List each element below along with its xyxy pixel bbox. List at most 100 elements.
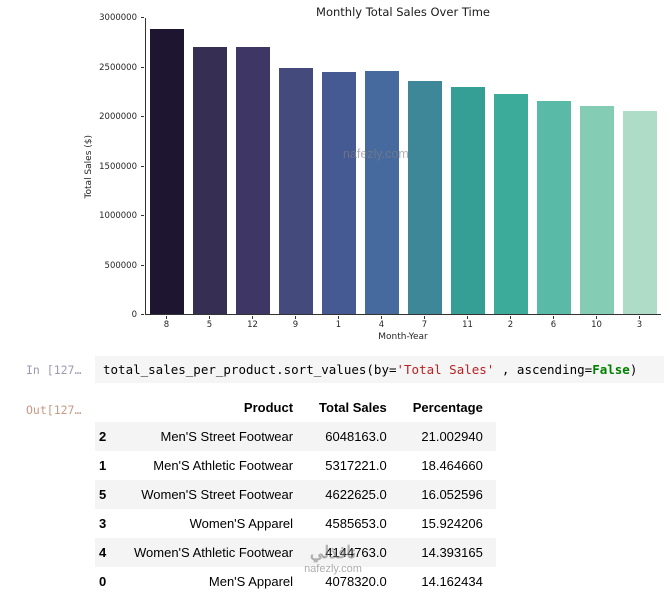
bar-slot: [489, 18, 532, 314]
x-tick-label: 1: [335, 320, 342, 330]
bar-month-1: [322, 72, 357, 314]
x-tick: 4: [360, 316, 403, 330]
bar-month-11: [450, 87, 485, 314]
x-tick: 3: [618, 316, 661, 330]
bar-slot: [618, 18, 661, 314]
x-tick: 6: [532, 316, 575, 330]
x-tick-label: 5: [206, 320, 213, 330]
code-text: total_sales_per_product.sort_values(by=: [103, 362, 397, 377]
row-index: 4: [99, 545, 107, 560]
cell-percentage: 21.002940: [421, 429, 483, 444]
y-tick-label: 1500000: [99, 161, 137, 172]
bar-month-5: [193, 46, 228, 314]
y-tick-label: 0: [131, 310, 137, 320]
tick-mark: [596, 316, 597, 319]
row-index: 1: [99, 458, 107, 473]
tick-mark: [424, 316, 425, 319]
x-tick: 8: [145, 316, 188, 330]
table-row: 3 Women'S Apparel 4585653.0 15.924206: [95, 509, 496, 538]
output-cell: Out[127… Product Total Sales Percentage …: [0, 391, 670, 596]
y-tick-label: 2000000: [99, 112, 137, 122]
bar-month-12: [236, 46, 271, 314]
header-row: Product Total Sales Percentage: [95, 393, 496, 422]
bar-month-4: [365, 71, 400, 314]
tick-mark: [141, 264, 144, 266]
x-tick-label: 10: [591, 320, 602, 330]
y-tick-label: 2500000: [99, 62, 137, 73]
code-keyword: False: [592, 362, 630, 377]
tick-mark: [141, 17, 144, 18]
cell-total-sales: 5317221.0: [325, 458, 387, 473]
bar-slot: [146, 18, 189, 314]
bar-month-2: [493, 94, 528, 314]
cell-total-sales: 6048163.0: [325, 429, 387, 444]
in-prompt: In [127…: [26, 363, 82, 377]
y-tick-label: 500000: [104, 260, 137, 271]
chart-title: Monthly Total Sales Over Time: [316, 5, 490, 19]
cell-product: Women'S Apparel: [189, 516, 294, 531]
tick-mark: [141, 66, 144, 68]
bar-month-9: [279, 68, 314, 314]
dataframe-header: Product Total Sales Percentage: [95, 393, 496, 422]
y-tick-label: 3000000: [99, 13, 137, 23]
plot-area: [145, 18, 661, 315]
x-tick: 5: [188, 316, 231, 330]
tick-mark: [141, 116, 144, 117]
x-tick: 10: [575, 316, 618, 330]
cell-percentage: 18.464660: [421, 458, 483, 473]
tick-mark: [338, 316, 339, 319]
bar-slot: [318, 18, 361, 314]
column-header-product: Product: [243, 400, 294, 415]
watermark-text: nafezly.com: [343, 147, 409, 161]
tick-mark: [510, 316, 511, 319]
bar-slot: [275, 18, 318, 314]
column-header-percentage: Percentage: [412, 400, 483, 415]
x-axis-ticks: 8 5 12 9 1 4 7 11 2 6 10 3: [145, 316, 661, 330]
tick-mark: [141, 314, 144, 315]
table-row: 5 Women'S Street Footwear 4622625.0 16.0525…: [95, 480, 496, 509]
dataframe-body: 2 Men'S Street Footwear 6048163.0 21.002940…: [95, 422, 496, 596]
x-tick-label: 9: [292, 320, 299, 330]
cell-product: Men'S Apparel: [208, 574, 294, 589]
x-tick-label: 11: [462, 320, 473, 330]
x-tick-label: 6: [550, 320, 557, 330]
row-index: 2: [99, 429, 107, 444]
y-axis: 0 500000 1000000 1500000 2000000 2500000 30000…: [0, 13, 145, 320]
bar-month-7: [407, 81, 442, 314]
row-index: 3: [99, 516, 107, 531]
cell-total-sales: 4622625.0: [325, 487, 387, 502]
x-tick-label: 12: [247, 320, 258, 330]
x-tick-label: 3: [636, 320, 643, 330]
cell-percentage: 14.393165: [421, 545, 483, 560]
x-tick: 12: [231, 316, 274, 330]
x-tick-label: 7: [421, 320, 428, 330]
cell-total-sales: 4144763.0: [325, 545, 387, 560]
cell-total-sales: 4585653.0: [325, 516, 387, 531]
column-header-total-sales: Total Sales: [319, 400, 387, 415]
out-prompt: Out[127…: [26, 403, 82, 417]
code-text: ): [629, 362, 638, 377]
tick-mark: [639, 316, 640, 319]
bar-chart: Monthly Total Sales Over Time Total Sale…: [0, 5, 661, 342]
bar-slot: [189, 18, 232, 314]
cell-product: Women'S Athletic Footwear: [134, 545, 294, 560]
x-tick: 2: [489, 316, 532, 330]
table-row: 0 Men'S Apparel 4078320.0 14.162434: [95, 567, 496, 596]
x-tick: 11: [446, 316, 489, 330]
dataframe-output: Product Total Sales Percentage 2 Men'S St…: [95, 391, 670, 596]
code-cell: In [127… total_sales_per_product.sort_va…: [0, 356, 670, 383]
cell-percentage: 14.162434: [421, 574, 483, 589]
tick-mark: [467, 316, 468, 319]
cell-total-sales: 4078320.0: [325, 574, 387, 589]
tick-mark: [141, 165, 144, 167]
bar-month-6: [536, 101, 571, 314]
cell-product: Women'S Street Footwear: [141, 487, 294, 502]
tick-mark: [166, 316, 167, 319]
tick-mark: [295, 316, 296, 319]
x-tick-label: 4: [378, 320, 385, 330]
code-string: 'Total Sales': [396, 362, 495, 377]
code-input[interactable]: total_sales_per_product.sort_values(by='…: [95, 356, 664, 383]
bar-slot: [361, 18, 404, 314]
bar-slot: [532, 18, 575, 314]
